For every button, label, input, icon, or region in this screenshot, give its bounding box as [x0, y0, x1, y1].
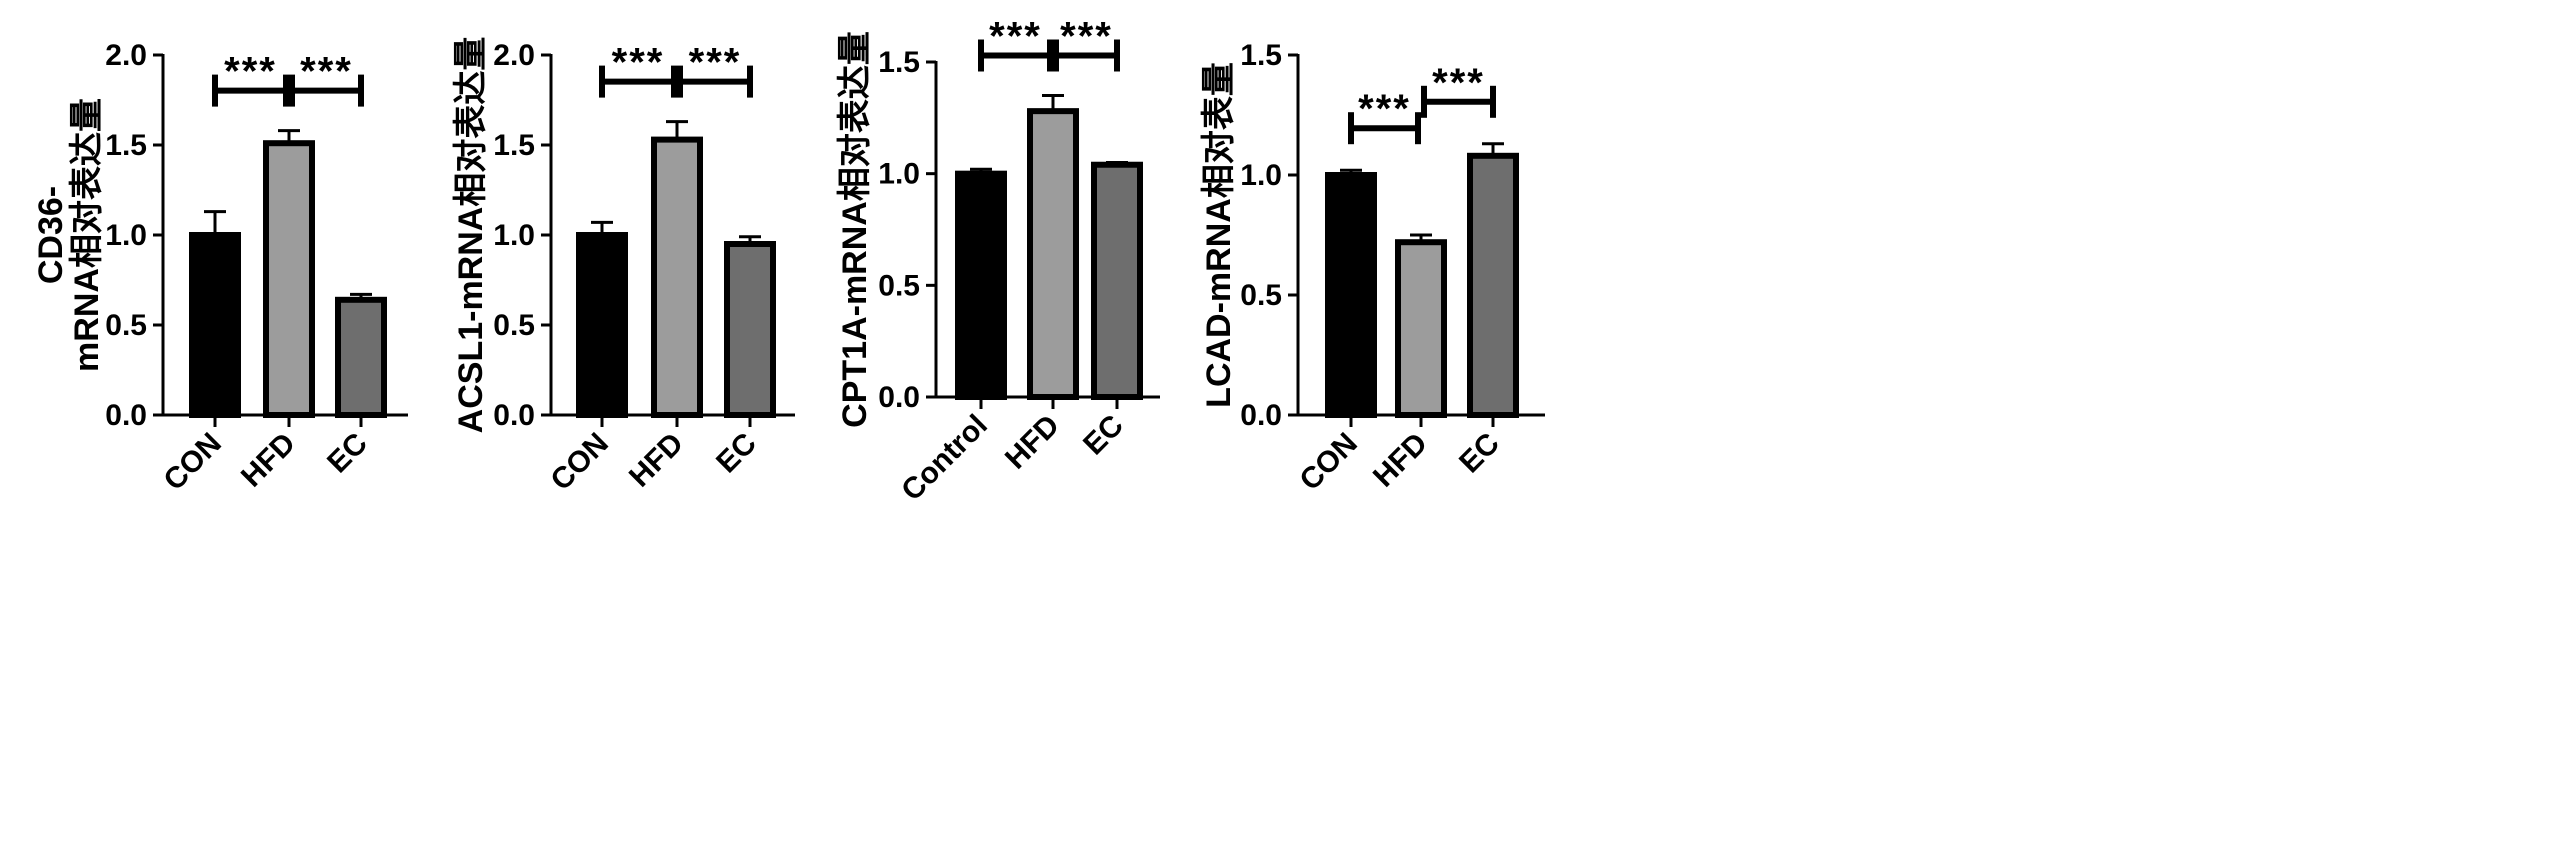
x-tick-label: HFD — [623, 427, 690, 494]
significance-label: *** — [1060, 15, 1113, 59]
significance-label: *** — [612, 41, 665, 85]
y-axis-label: mRNA相对表达量 — [68, 98, 106, 372]
bar-ec — [335, 296, 387, 418]
y-tick-label: 0.0 — [1240, 399, 1282, 432]
y-tick-label: 0.5 — [878, 269, 920, 302]
x-tick-label: CON — [544, 427, 614, 497]
significance-label: *** — [1432, 61, 1485, 105]
x-tick-label: CON — [1293, 427, 1363, 497]
x-tick-label: HFD — [999, 409, 1066, 476]
y-tick-label: 1.0 — [878, 158, 920, 191]
bar-hfd — [651, 136, 703, 418]
bar-hfd — [1027, 108, 1079, 400]
chart-cd36: 0.0 0.5 1.0 1.5 2.0 CD36-mRNA相对表达量 CON HFD EC ***… — [32, 39, 408, 497]
y-tick-label: 1.5 — [1240, 39, 1282, 72]
significance-label: *** — [1358, 87, 1411, 131]
significance-label: *** — [989, 15, 1042, 59]
x-tick-label: CON — [157, 427, 227, 497]
bar-hfd — [1395, 239, 1447, 418]
x-tick-label: Control — [895, 409, 994, 508]
x-tick-label: EC — [710, 427, 763, 480]
bar-con — [576, 232, 628, 418]
x-tick-label: HFD — [235, 427, 302, 494]
y-tick-label: 0.5 — [105, 309, 147, 342]
y-axis-label: LCAD-mRNA相对表量 — [1200, 62, 1238, 408]
y-tick-label: 1.5 — [493, 129, 535, 162]
significance-label: *** — [689, 41, 742, 85]
bar-con — [1325, 172, 1377, 418]
y-tick-label: 2.0 — [105, 39, 147, 72]
x-tick-label: HFD — [1367, 427, 1434, 494]
bar-ec — [1091, 161, 1143, 400]
x-tick-label: EC — [321, 427, 374, 480]
x-tick-label: EC — [1453, 427, 1506, 480]
y-tick-label: 0.5 — [1240, 279, 1282, 312]
bar-ec — [1467, 152, 1519, 419]
bar-ec — [724, 241, 776, 418]
x-tick-label: EC — [1077, 409, 1130, 462]
y-tick-label: 2.0 — [493, 39, 535, 72]
bar-control — [955, 170, 1007, 400]
y-axis-label: CD36- — [32, 186, 70, 284]
significance-label: *** — [300, 50, 353, 94]
bar-hfd — [263, 140, 315, 418]
y-tick-label: 1.5 — [105, 129, 147, 162]
y-axis-label: ACSL1-mRNA相对表达量 — [452, 37, 490, 434]
y-axis-label: CPT1A-mRNA相对表达量 — [836, 31, 874, 428]
y-tick-label: 1.0 — [493, 219, 535, 252]
significance-label: *** — [224, 50, 277, 94]
y-tick-label: 0.0 — [493, 399, 535, 432]
y-tick-label: 1.0 — [105, 219, 147, 252]
y-tick-label: 1.5 — [878, 46, 920, 79]
y-tick-label: 0.0 — [878, 381, 920, 414]
y-tick-label: 1.0 — [1240, 159, 1282, 192]
y-tick-label: 0.5 — [493, 309, 535, 342]
bar-con — [189, 232, 241, 418]
y-tick-label: 0.0 — [105, 399, 147, 432]
